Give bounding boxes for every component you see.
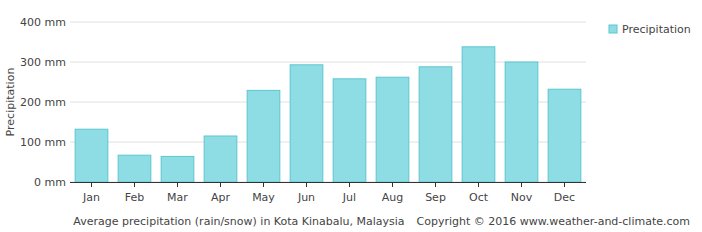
y-tick-label: 400 mm — [20, 16, 66, 29]
x-tick-label: Mar — [167, 191, 188, 204]
bar — [419, 67, 452, 182]
bar — [118, 155, 151, 182]
bar — [290, 65, 323, 182]
x-tick-label: Aug — [382, 191, 403, 204]
x-tick — [478, 182, 479, 187]
x-tick-label: May — [252, 191, 275, 204]
x-tick — [306, 182, 307, 187]
grid-line — [70, 22, 586, 23]
bar — [247, 90, 280, 182]
y-axis-label: Precipitation — [4, 68, 17, 137]
legend-label: Precipitation — [622, 23, 691, 36]
x-tick-label: Feb — [125, 191, 144, 204]
bar — [462, 47, 495, 182]
x-tick-label: Jun — [297, 191, 315, 204]
x-tick-label: Apr — [211, 191, 231, 204]
legend-swatch — [609, 25, 617, 33]
y-axis-line — [70, 22, 71, 182]
x-tick-label: Jul — [342, 191, 356, 204]
copyright: Copyright © 2016 www.weather-and-climate… — [417, 215, 690, 228]
x-tick — [177, 182, 178, 187]
y-tick-label: 0 mm — [34, 176, 66, 189]
bar — [204, 136, 237, 182]
bar — [376, 77, 409, 182]
x-axis-line — [70, 182, 586, 183]
chart: 0 mm 100 mm 200 mm 300 mm 400 mm Jan Feb Mar Apr… — [0, 0, 702, 232]
bars — [75, 47, 581, 182]
x-tick — [220, 182, 221, 187]
x-tick — [91, 182, 92, 187]
y-tick-label: 300 mm — [20, 56, 66, 69]
x-tick — [435, 182, 436, 187]
x-tick — [349, 182, 350, 187]
bar — [548, 89, 581, 182]
bar — [333, 79, 366, 182]
x-tick — [263, 182, 264, 187]
x-tick-label: Jan — [82, 191, 100, 204]
bar — [505, 62, 538, 182]
y-tick-label: 200 mm — [20, 96, 66, 109]
caption: Average precipitation (rain/snow) in Kot… — [73, 215, 690, 228]
x-tick-label: Nov — [511, 191, 533, 204]
legend: Precipitation — [609, 23, 691, 36]
x-tick — [521, 182, 522, 187]
x-tick-label: Dec — [554, 191, 575, 204]
bar — [75, 129, 108, 182]
bar — [161, 156, 194, 182]
x-tick-label: Sep — [425, 191, 446, 204]
x-tick — [564, 182, 565, 187]
x-tick — [392, 182, 393, 187]
y-tick-label: 100 mm — [20, 136, 66, 149]
x-tick-label: Oct — [469, 191, 489, 204]
x-tick — [134, 182, 135, 187]
title: Average precipitation (rain/snow) in Kot… — [73, 215, 404, 228]
